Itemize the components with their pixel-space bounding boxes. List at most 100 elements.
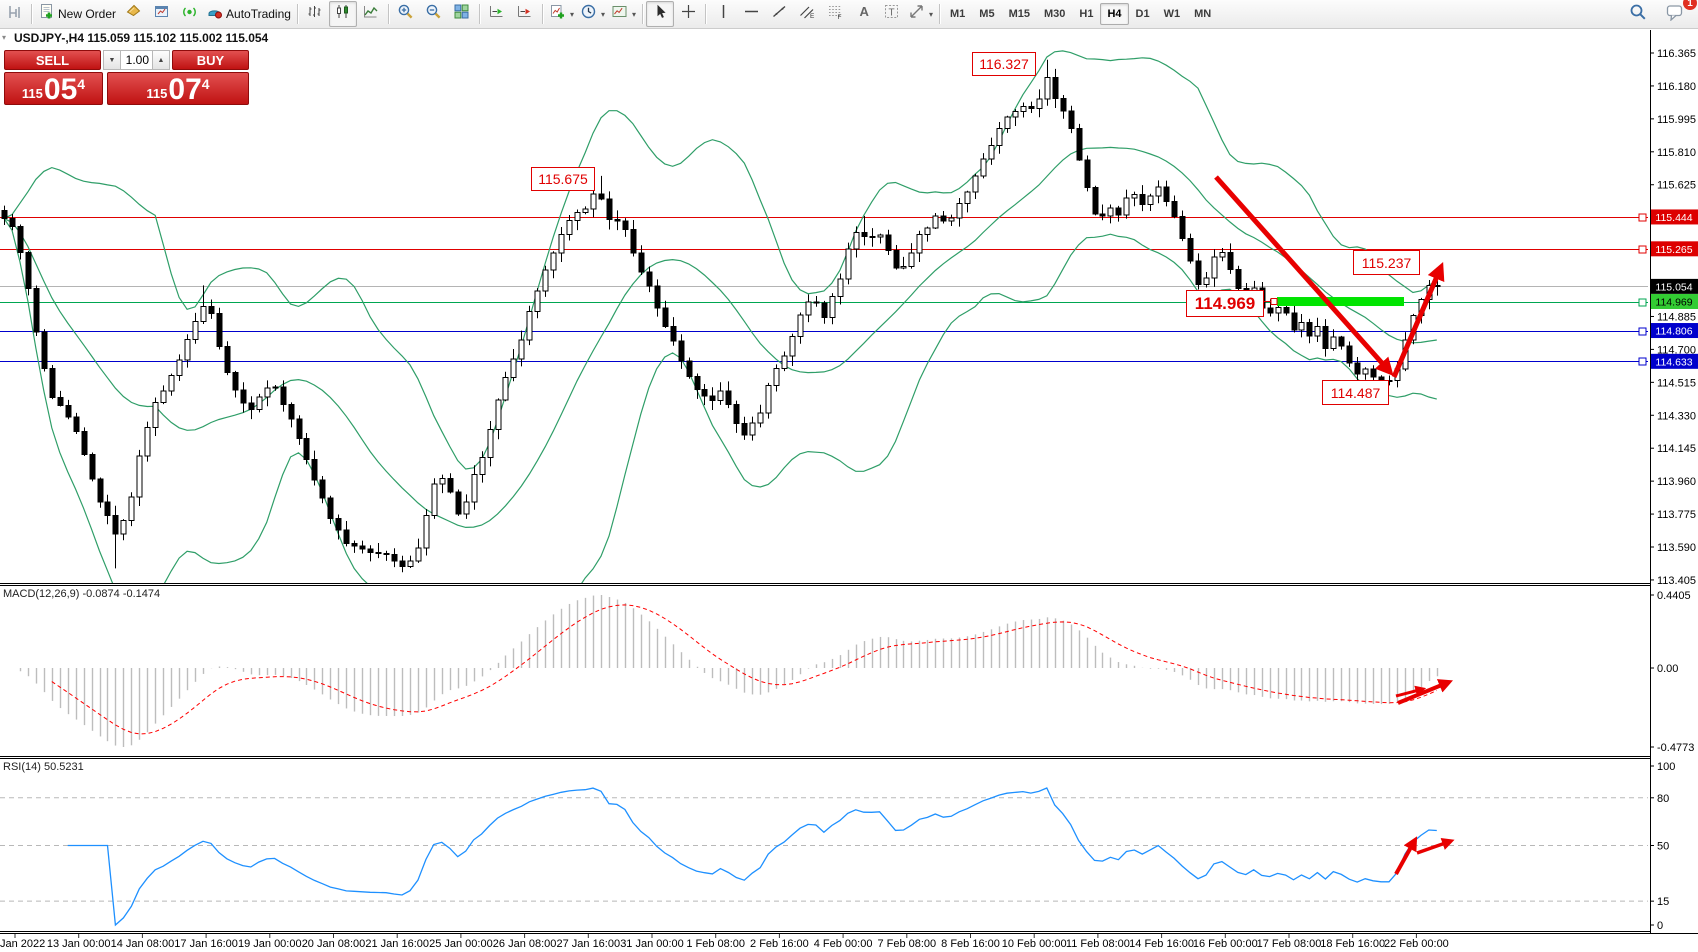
candlestick-icon — [334, 3, 351, 25]
bar-chart-button[interactable] — [301, 1, 329, 27]
candle-down — [288, 404, 295, 420]
svg-text:A: A — [859, 4, 869, 19]
candle-down — [359, 545, 366, 550]
timeframe-M30[interactable]: M30 — [1043, 8, 1066, 20]
time-tick-label: 12 Jan 2022 — [0, 938, 45, 950]
candle-up — [900, 266, 907, 269]
chart-window-button[interactable] — [147, 1, 175, 27]
indicator-axes[interactable]: 0.4405 0.00 -0.4773 100 80 50 15 0 — [0, 590, 1694, 932]
candle-up — [749, 422, 756, 436]
candle-down — [208, 306, 215, 315]
toolbar-group-zoom — [392, 0, 476, 28]
candle-up — [176, 359, 183, 376]
market-watch-button[interactable] — [119, 1, 147, 27]
line-chart-button[interactable] — [357, 1, 385, 27]
equidistant-channel-button[interactable]: E — [793, 1, 821, 27]
candle-up — [797, 314, 804, 337]
timeframe-M5[interactable]: M5 — [979, 8, 995, 20]
zoom-out-button[interactable] — [420, 1, 448, 27]
notifications-button[interactable]: 1 — [1662, 0, 1697, 27]
trend-arrows[interactable] — [1214, 175, 1455, 875]
auto-scroll-button[interactable] — [483, 1, 511, 27]
candle-down — [319, 479, 326, 499]
new-order-button[interactable]: New Order — [35, 1, 119, 27]
volume-increase-button[interactable]: ▲ — [152, 50, 170, 70]
signals-button[interactable] — [175, 1, 203, 27]
timeframe-H1[interactable]: H1 — [1079, 8, 1094, 20]
time-tick-label: 14 Feb 16:00 — [1129, 938, 1194, 950]
templates-button[interactable]: ▾ — [608, 1, 639, 27]
candle-down — [65, 404, 72, 418]
candle-down — [638, 252, 645, 273]
candle-up — [582, 208, 589, 214]
indicators-button[interactable]: ▾ — [546, 1, 577, 27]
green-highlight-band[interactable] — [1277, 297, 1404, 307]
candle-down — [1179, 216, 1186, 239]
price-annotation[interactable]: 114.487 — [1322, 380, 1389, 405]
text-label-button[interactable]: T — [877, 1, 905, 27]
crosshair-button[interactable] — [674, 1, 702, 27]
chart-shift-button[interactable] — [511, 1, 539, 27]
candle-up — [988, 144, 995, 160]
candle-down — [216, 313, 223, 347]
arrows-button[interactable]: ▾ — [905, 1, 936, 27]
candle-up — [1298, 322, 1305, 331]
tile-windows-button[interactable] — [448, 1, 476, 27]
price-annotation[interactable]: 114.969 — [1186, 290, 1264, 317]
price-annotation[interactable]: 115.237 — [1353, 250, 1420, 275]
horizontal-line-button[interactable] — [737, 1, 765, 27]
candle-up — [972, 175, 979, 193]
candle-up — [566, 220, 573, 235]
timeframe-M1[interactable]: M1 — [950, 8, 966, 20]
fibonacci-button[interactable]: F — [821, 1, 849, 27]
timeframe-group: M1 M5 M15 M30 H1 H4 D1 W1 MN — [943, 0, 1218, 28]
time-tick-label: 10 Feb 00:00 — [1002, 938, 1067, 950]
rsi-axis-label: 100 — [1657, 761, 1675, 773]
candle-up — [908, 252, 915, 268]
candle-down — [709, 395, 716, 402]
buy-button[interactable]: BUY — [172, 50, 249, 70]
panel-collapse-icon[interactable]: ▾ — [2, 33, 7, 42]
vertical-line-button[interactable] — [709, 1, 737, 27]
periods-button[interactable]: ▾ — [577, 1, 608, 27]
axis-badge — [1651, 323, 1698, 339]
candle-down — [41, 331, 48, 370]
timeframe-D1[interactable]: D1 — [1135, 8, 1150, 20]
volume-input[interactable]: 1.00 — [121, 50, 152, 70]
horizontal-levels[interactable] — [0, 213, 1648, 366]
candle-up — [518, 339, 525, 360]
candle-down — [375, 551, 382, 554]
autotrading-button[interactable]: AutoTrading — [203, 1, 294, 27]
text-button[interactable]: A — [849, 1, 877, 27]
search-button[interactable] — [1624, 1, 1652, 27]
vline-icon — [715, 3, 732, 25]
cursor-button[interactable] — [646, 1, 674, 27]
macd-axis-label: 0.4405 — [1657, 590, 1691, 602]
candle-down — [104, 501, 111, 517]
price-tick-label: 113.590 — [1657, 542, 1696, 554]
chevron-down-icon: ▾ — [631, 9, 636, 19]
sell-button[interactable]: SELL — [4, 50, 101, 70]
signals-icon — [181, 3, 198, 25]
trendline-button[interactable] — [765, 1, 793, 27]
line-anchor-handle — [1638, 245, 1647, 254]
price-annotation[interactable]: 115.675 — [531, 167, 595, 191]
candlestick-button[interactable] — [328, 1, 357, 27]
timeframe-W1[interactable]: W1 — [1163, 8, 1181, 20]
clipped-chart-button[interactable] — [0, 1, 28, 27]
timeframe-H4[interactable]: H4 — [1100, 3, 1129, 25]
search-icon — [1629, 3, 1647, 26]
candle-down — [455, 491, 462, 515]
price-axis[interactable]: 116.365 116.180 115.995 115.810 115.625 114.8… — [1650, 48, 1696, 587]
volume-decrease-button[interactable]: ▼ — [103, 50, 121, 70]
timeframe-M15[interactable]: M15 — [1008, 8, 1030, 20]
candle-up — [160, 390, 167, 403]
timeframe-MN[interactable]: MN — [1194, 8, 1212, 20]
price-annotation[interactable]: 116.327 — [972, 52, 1036, 76]
rsi-axis-label: 15 — [1657, 896, 1669, 908]
bid-price[interactable]: 115 05 4 — [4, 72, 103, 105]
ask-price[interactable]: 115 07 4 — [107, 72, 249, 105]
zoom-in-button[interactable] — [392, 1, 420, 27]
